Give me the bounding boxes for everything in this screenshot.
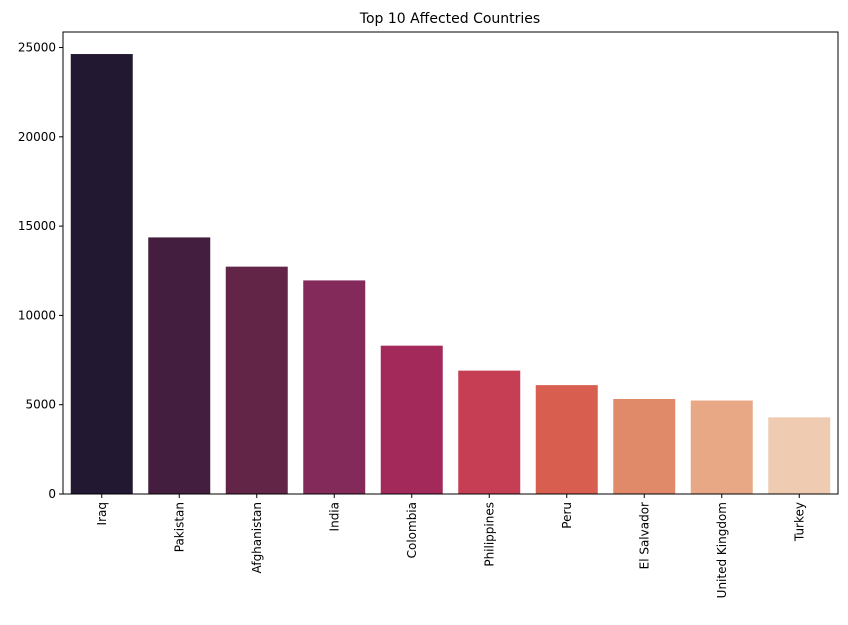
bars-layer xyxy=(70,54,831,494)
plot-frame xyxy=(62,31,839,495)
bar-el-salvador xyxy=(613,398,676,494)
bar-afghanistan xyxy=(225,266,288,494)
y-tick-label: 20000 xyxy=(18,130,56,144)
chart-title: Top 10 Affected Countries xyxy=(359,11,540,27)
bar-philippines xyxy=(458,370,521,494)
x-tick-label-iraq: Iraq xyxy=(95,502,109,525)
x-tick-label-afghanistan: Afghanistan xyxy=(250,502,264,573)
y-axis: 0 5000 10000 15000 20000 25000 xyxy=(18,41,63,501)
x-tick-label-el-salvador: El Salvador xyxy=(637,502,651,569)
x-axis: Iraq Pakistan Afghanistan India Colombia Phil… xyxy=(95,494,806,598)
y-tick-label: 15000 xyxy=(18,219,56,233)
y-tick-label: 5000 xyxy=(25,398,56,412)
x-tick-label-peru: Peru xyxy=(560,502,574,529)
x-tick-label-pakistan: Pakistan xyxy=(172,502,186,552)
bar-india xyxy=(303,280,366,494)
x-tick-label-philippines: Philippines xyxy=(482,502,496,567)
bar-iraq xyxy=(70,54,133,494)
bar-turkey xyxy=(768,417,831,494)
x-tick-label-colombia: Colombia xyxy=(405,502,419,558)
x-tick-label-india: India xyxy=(327,502,341,531)
y-tick-label: 10000 xyxy=(18,308,56,322)
y-tick-label: 25000 xyxy=(18,41,56,55)
x-tick-label-united-kingdom: United Kingdom xyxy=(715,502,729,598)
bar-united-kingdom xyxy=(690,400,753,494)
y-tick-label: 0 xyxy=(48,487,56,501)
bar-peru xyxy=(535,385,598,494)
bar-colombia xyxy=(380,345,443,494)
x-tick-label-turkey: Turkey xyxy=(792,502,806,542)
bar-pakistan xyxy=(148,237,211,494)
